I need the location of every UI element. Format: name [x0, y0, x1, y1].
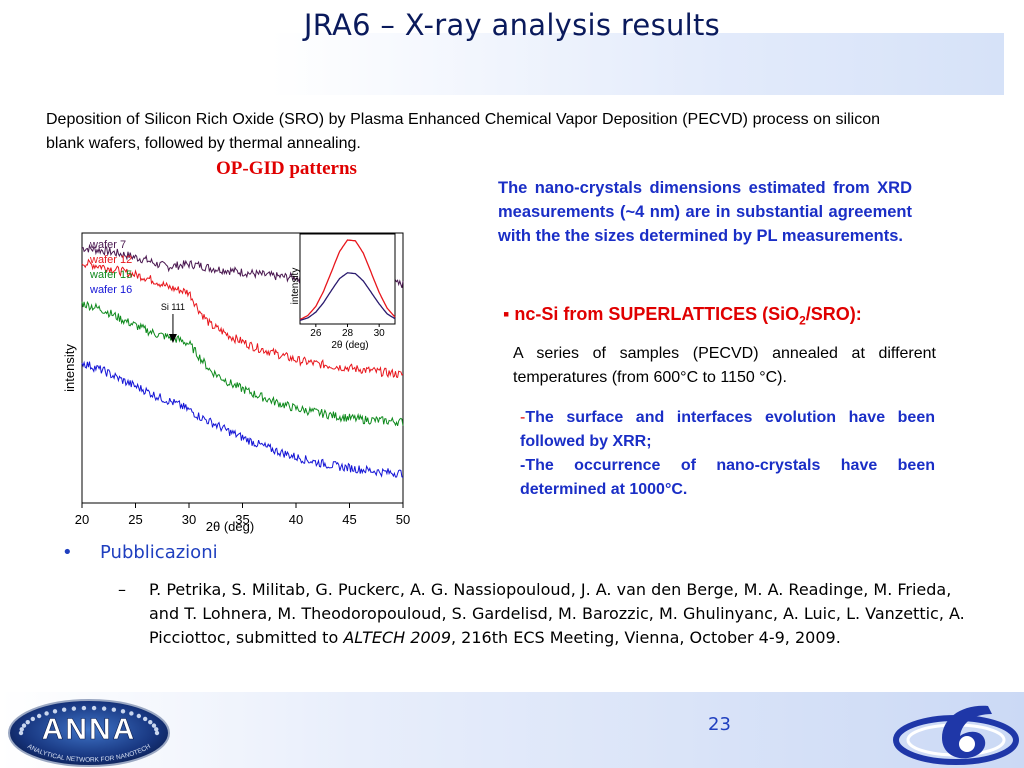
heading-bullet: ▪ — [503, 304, 510, 324]
x-tick-label: 35 — [235, 512, 249, 527]
x-tick-label: 20 — [75, 512, 89, 527]
inset-series-line-0 — [299, 239, 396, 321]
x-tick-label: 45 — [342, 512, 356, 527]
evolution-text: -The surface and interfaces evolution ha… — [520, 409, 935, 498]
superlattice-heading: ▪ nc-Si from SUPERLATTICES (SiO2/SRO): — [503, 304, 862, 328]
si-111-annotation: Si 111 — [161, 302, 185, 312]
logo-dot — [148, 719, 153, 725]
inset-chart: 26 28 30 intensity 2θ (deg) — [290, 233, 396, 351]
x-tick-label: 25 — [128, 512, 142, 527]
main-y-label: intensity — [62, 344, 77, 392]
fp6-logo — [893, 705, 1019, 765]
x-tick-label: 50 — [396, 512, 410, 527]
logo-dot — [151, 723, 157, 728]
figure-title: OP-GID patterns — [216, 158, 357, 179]
legend-entry: wafer 16 — [89, 284, 132, 296]
logo-dot — [25, 719, 30, 725]
logo-dot — [30, 716, 36, 722]
logo-text: ANNA — [42, 713, 137, 746]
footer-bar — [0, 692, 1024, 768]
logo-dot — [61, 707, 67, 712]
publications-heading: • Pubblicazioni — [62, 542, 218, 563]
logo-dot — [44, 711, 49, 716]
title-bar — [26, 33, 1004, 95]
journal-name: ALTECH 2009 — [343, 628, 451, 647]
inset-series-group — [299, 239, 396, 322]
logo-dot — [154, 727, 159, 732]
intro-paragraph: Deposition of Silicon Rich Oxide (SRO) b… — [46, 111, 880, 152]
publication-reference: – P. Petrika, S. Militab, G. Puckerc, A.… — [118, 580, 965, 647]
op-gid-chart: 20 25 30 35 40 45 50 intensity 2θ (deg) wafer … — [62, 232, 410, 534]
main-x-ticks: 20 25 30 35 40 45 50 — [75, 503, 410, 527]
inset-plot-frame — [299, 233, 396, 325]
inset-y-label: intensity — [290, 268, 301, 305]
logo-dot — [18, 730, 24, 736]
xrd-summary-text: The nano-crystals dimensions estimated f… — [498, 179, 912, 245]
logo-dot — [71, 706, 77, 711]
x-tick-label: 40 — [289, 512, 303, 527]
fp6-six-hole — [959, 736, 975, 752]
logo-dot — [142, 716, 148, 722]
legend-entry: wafer 12 — [89, 254, 132, 266]
logo-ellipse — [8, 699, 170, 767]
logo-dot — [154, 730, 160, 736]
logo-dot — [129, 711, 134, 716]
main-legend: wafer 7 wafer 12 wafer 15 wafer 16 — [89, 239, 132, 296]
legend-entry: wafer 7 — [89, 239, 126, 251]
inset-x-tick-label: 28 — [342, 328, 354, 339]
logo-dot — [101, 706, 107, 711]
logo-dot — [111, 707, 117, 712]
logo-dot — [52, 709, 58, 714]
logo-dot — [81, 705, 87, 711]
inset-x-tick-label: 30 — [374, 328, 386, 339]
series-line-wafer-15 — [81, 300, 404, 427]
series-line-wafer-16 — [81, 360, 404, 478]
inset-series-line-1 — [299, 272, 396, 322]
inset-x-tick-label: 26 — [310, 328, 322, 339]
logo-dot — [19, 727, 24, 732]
slide-title: JRA6 – X-ray analysis results — [303, 8, 721, 42]
series-line-wafer-12 — [81, 258, 404, 379]
fp6-six-icon — [942, 705, 992, 759]
si-111-arrowhead — [168, 334, 177, 343]
x-tick-label: 30 — [182, 512, 196, 527]
anna-logo: ANNA ANALYTICAL NETWORK FOR NANOTECH — [8, 699, 170, 767]
logo-dot — [120, 709, 126, 714]
inset-x-ticks: 26 28 30 — [310, 324, 385, 339]
logo-dots — [18, 705, 160, 736]
logo-dot — [21, 723, 27, 728]
page-number: 23 — [708, 714, 731, 735]
logo-dot — [36, 713, 42, 719]
main-x-label: 2θ (deg) — [206, 519, 254, 534]
legend-entry: wafer 15 — [89, 269, 132, 281]
logo-dot — [91, 705, 97, 711]
samples-text: A series of samples (PECVD) annealed at … — [513, 345, 936, 386]
logo-dot — [136, 713, 142, 719]
inset-x-label: 2θ (deg) — [331, 340, 368, 351]
bullet-icon: • — [62, 542, 73, 563]
